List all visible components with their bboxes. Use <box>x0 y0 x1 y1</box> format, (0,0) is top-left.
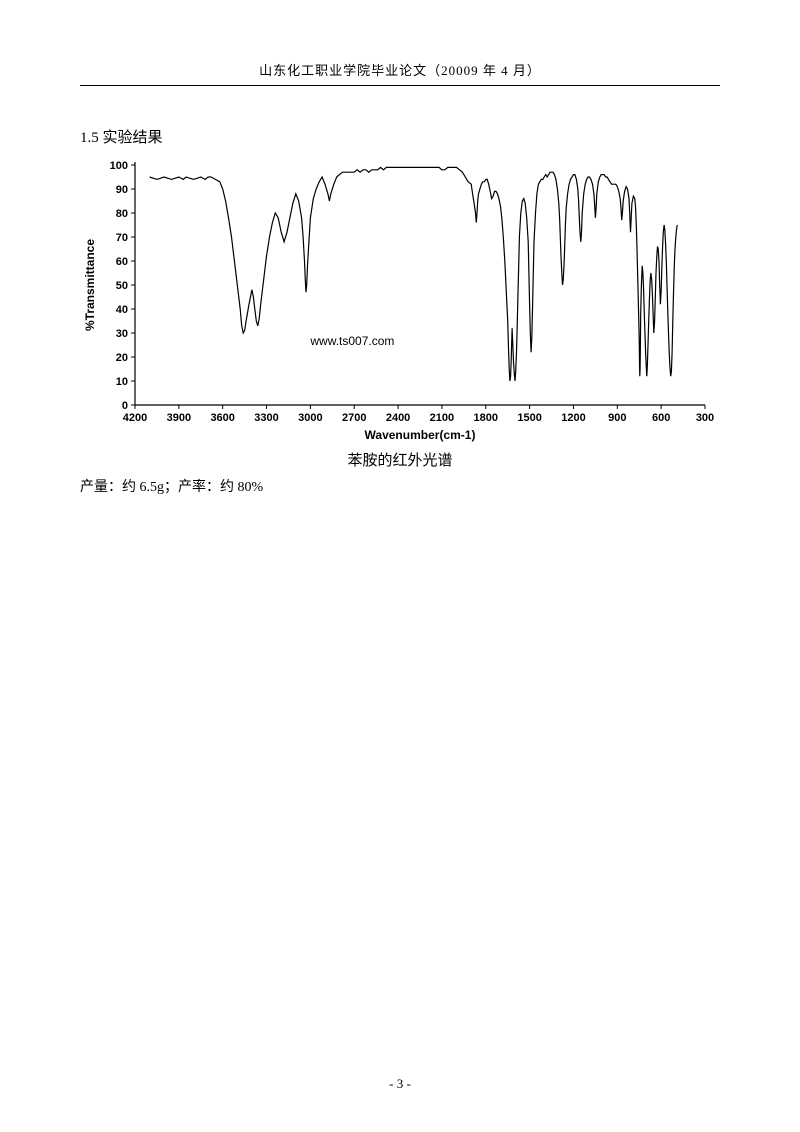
svg-text:10: 10 <box>116 376 128 388</box>
svg-text:900: 900 <box>608 412 626 424</box>
svg-text:100: 100 <box>110 160 128 172</box>
svg-text:www.ts007.com: www.ts007.com <box>309 334 394 348</box>
svg-text:2700: 2700 <box>342 412 366 424</box>
svg-text:3900: 3900 <box>167 412 191 424</box>
svg-text:60: 60 <box>116 256 128 268</box>
chart-caption: 苯胺的红外光谱 <box>80 449 720 470</box>
svg-text:0: 0 <box>122 400 128 412</box>
svg-text:50: 50 <box>116 280 128 292</box>
svg-text:80: 80 <box>116 208 128 220</box>
svg-text:2100: 2100 <box>430 412 454 424</box>
svg-text:3600: 3600 <box>210 412 234 424</box>
svg-text:4200: 4200 <box>123 412 147 424</box>
svg-text:%Transmittance: %Transmittance <box>83 239 97 331</box>
svg-text:2400: 2400 <box>386 412 410 424</box>
svg-text:40: 40 <box>116 304 128 316</box>
svg-text:1800: 1800 <box>474 412 498 424</box>
svg-text:3000: 3000 <box>298 412 322 424</box>
svg-text:300: 300 <box>696 412 714 424</box>
svg-text:90: 90 <box>116 184 128 196</box>
page-number: - 3 - <box>0 1076 800 1092</box>
svg-text:Wavenumber(cm-1): Wavenumber(cm-1) <box>365 428 476 442</box>
svg-text:20: 20 <box>116 352 128 364</box>
svg-text:1500: 1500 <box>517 412 541 424</box>
svg-text:600: 600 <box>652 412 670 424</box>
svg-text:3300: 3300 <box>254 412 278 424</box>
svg-text:30: 30 <box>116 328 128 340</box>
ir-spectrum-chart: 0 10 20 30 40 50 60 70 80 90 100 4200 3900 3600 3300 30… <box>80 155 720 445</box>
section-title: 1.5 实验结果 <box>80 126 720 147</box>
svg-text:1200: 1200 <box>561 412 585 424</box>
result-text: 产量：约 6.5g；产率：约 80% <box>80 476 720 496</box>
svg-text:70: 70 <box>116 232 128 244</box>
page-header: 山东化工职业学院毕业论文（20009 年 4 月） <box>80 60 720 86</box>
